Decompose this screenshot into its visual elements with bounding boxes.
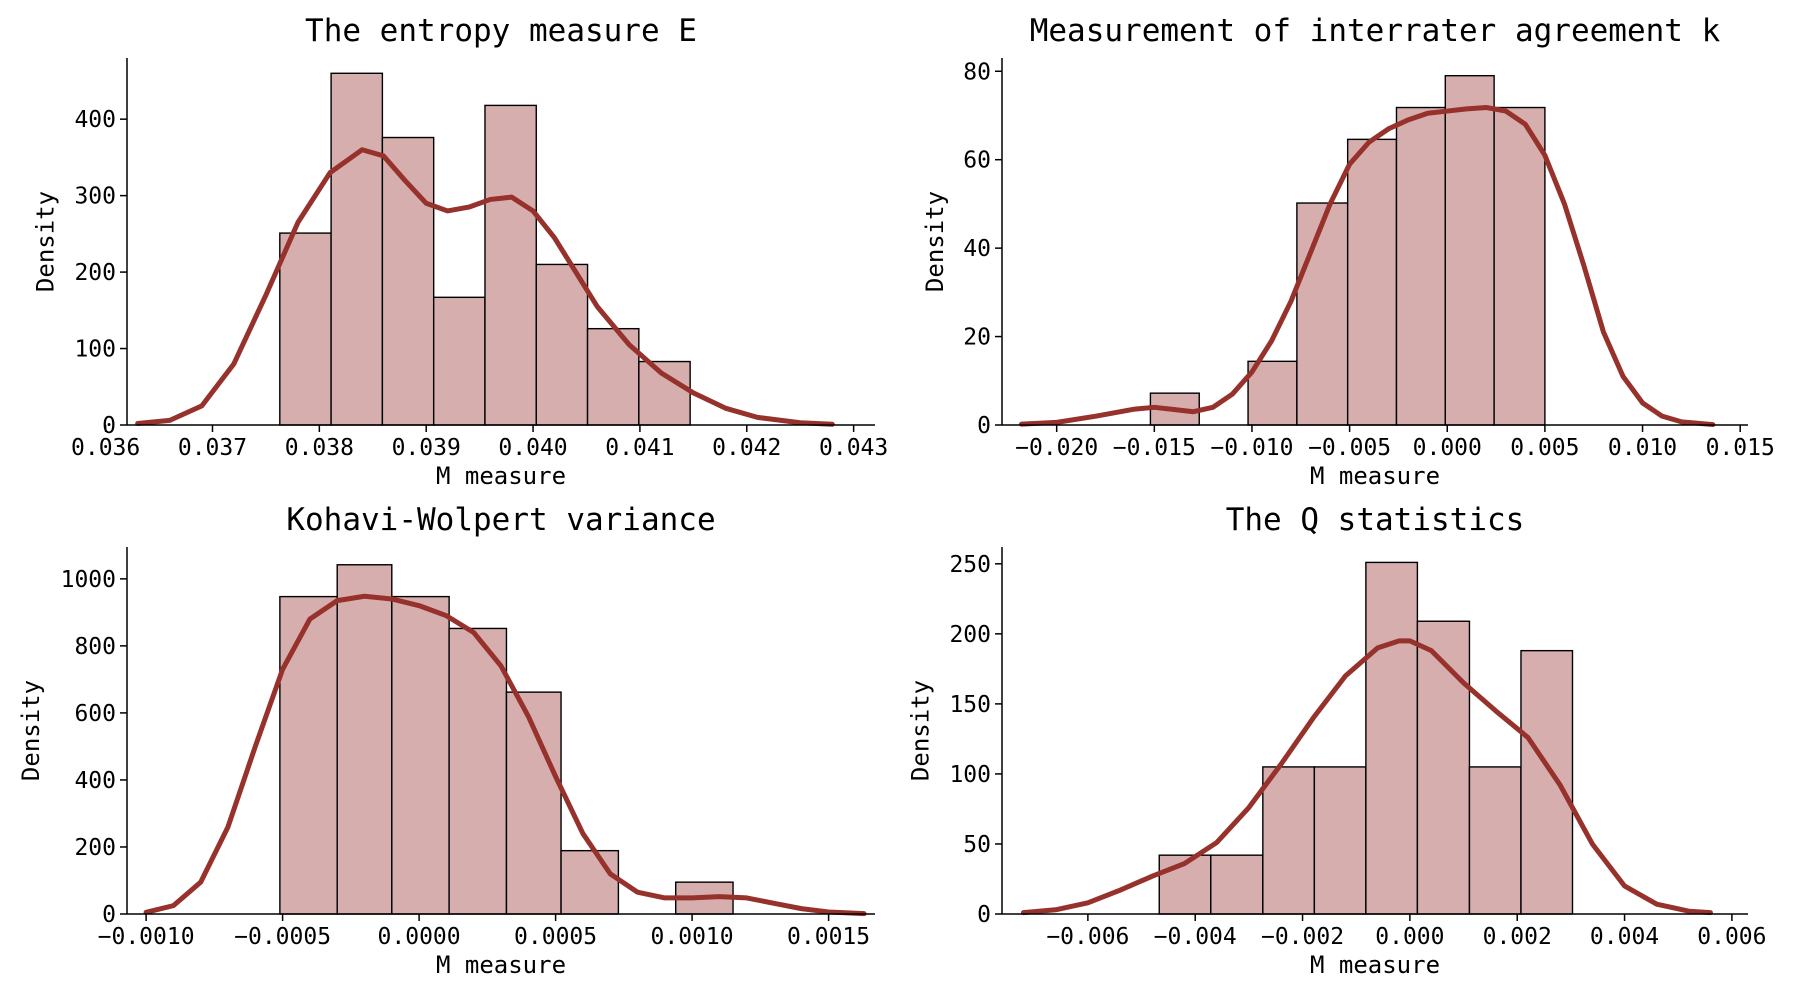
x-tick-label: 0.041 [605,435,674,461]
x-tick-label: 0.038 [285,435,354,461]
x-tick-label: 0.037 [178,435,247,461]
histogram-bar [279,595,338,915]
y-tick-label: 0 [102,902,116,928]
histogram-bar [1262,766,1316,915]
y-tick-label: 600 [74,701,116,727]
x-tick-label: 0.004 [1590,924,1659,950]
histogram-bar [432,296,486,426]
y-tick-label: 150 [949,692,991,718]
y-tick-label: 200 [949,622,991,648]
x-tick-label: 0.0005 [514,924,597,950]
x-tick-label: −0.020 [1015,435,1098,461]
y-tick-label: 200 [74,260,116,286]
histogram-bar [1395,106,1447,426]
x-tick-label: −0.006 [1046,924,1129,950]
x-tick-label: 0.002 [1483,924,1552,950]
histogram-bar [484,104,537,426]
y-tick-label: 0 [977,902,991,928]
histogram-bar [1346,138,1398,426]
y-tick-label: 60 [963,148,991,174]
y-tick-label: 0 [102,413,116,439]
panel-kohavi-wolpert: −0.0010 −0.0005 0.0000 0.0005 0.0010 0.0015 0 2… [17,502,875,979]
y-tick-label: 250 [949,552,991,578]
x-tick-label: −0.004 [1154,924,1237,950]
histogram-bar [638,360,691,426]
y-axis-label: Density [17,680,45,781]
x-tick-label: 0.0010 [651,924,734,950]
y-tick-label: 300 [74,184,116,210]
y-tick-label: 0 [977,413,991,439]
x-axis-label: M measure [436,462,566,490]
y-tick-label: 400 [74,768,116,794]
y-tick-label: 100 [74,337,116,363]
x-tick-label: 0.015 [1706,435,1775,461]
histogram-bar [560,849,620,915]
x-tick-label: 0.042 [712,435,781,461]
x-axis-label: M measure [436,951,566,979]
x-tick-label: 0.040 [498,435,567,461]
y-tick-label: 40 [963,236,991,262]
y-axis-label: Density [921,191,949,292]
kde-line [1020,638,1713,916]
kde-line [143,593,867,917]
histogram-bar [391,595,450,915]
y-tick-label: 800 [74,634,116,660]
y-tick-label: 80 [963,59,991,85]
histogram-bar [1365,561,1419,915]
x-tick-label: −0.005 [1308,435,1391,461]
x-axis-label: M measure [1310,462,1440,490]
x-tick-label: 0.0015 [787,924,870,950]
x-tick-label: 0.0000 [378,924,461,950]
x-tick-label: 0.039 [392,435,461,461]
histogram-bar [279,232,332,426]
histogram-bar [1493,106,1546,426]
x-tick-label: 0.000 [1375,924,1444,950]
y-tick-label: 1000 [61,567,116,593]
x-tick-label: −0.015 [1113,435,1196,461]
y-tick-label: 100 [949,762,991,788]
chart-title: The entropy measure E [305,13,697,49]
x-tick-label: 0.005 [1510,435,1579,461]
x-axis-label: M measure [1310,951,1440,979]
x-tick-label: 0.010 [1608,435,1677,461]
x-tick-label: 0.036 [71,435,140,461]
histogram-bar [330,72,384,426]
chart-title: The Q statistics [1226,502,1525,538]
histogram-bar [1520,649,1574,915]
histogram-bar [1468,766,1522,915]
histogram-bar [1296,202,1349,426]
histogram-bar [535,263,589,426]
y-axis-label: Density [32,191,60,292]
y-tick-label: 400 [74,107,116,133]
histogram-bar [448,627,508,915]
histogram-bar [1444,74,1495,426]
chart-title: Kohavi-Wolpert variance [286,502,715,538]
x-tick-label: 0.000 [1413,435,1482,461]
histogram-bar [1210,854,1264,915]
histogram-bar [1247,360,1298,426]
kde-line [135,147,835,427]
chart-title: Measurement of interrater agreement k [1030,13,1721,49]
x-tick-label: −0.0005 [234,924,331,950]
x-tick-label: −0.002 [1261,924,1344,950]
y-tick-label: 50 [963,832,991,858]
histogram-bar [1313,766,1367,915]
panel-interrater-agreement: −0.020 −0.015 −0.010 −0.005 0.000 0.005 0.010 0… [921,13,1775,490]
x-tick-label: 0.006 [1697,924,1766,950]
x-tick-label: −0.0010 [98,924,195,950]
panel-q-statistics: −0.006 −0.004 −0.002 0.000 0.002 0.004 0.006 0 5… [907,502,1767,979]
y-tick-label: 20 [963,325,991,351]
x-tick-label: 0.043 [819,435,888,461]
kde-line [1019,105,1716,428]
histogram-bar [336,564,393,915]
y-tick-label: 200 [74,835,116,861]
x-tick-label: −0.010 [1210,435,1293,461]
y-axis-label: Density [907,680,935,781]
panel-entropy-measure: 0.036 0.037 0.038 0.039 0.040 0.041 0.042 0.043… [32,13,889,490]
